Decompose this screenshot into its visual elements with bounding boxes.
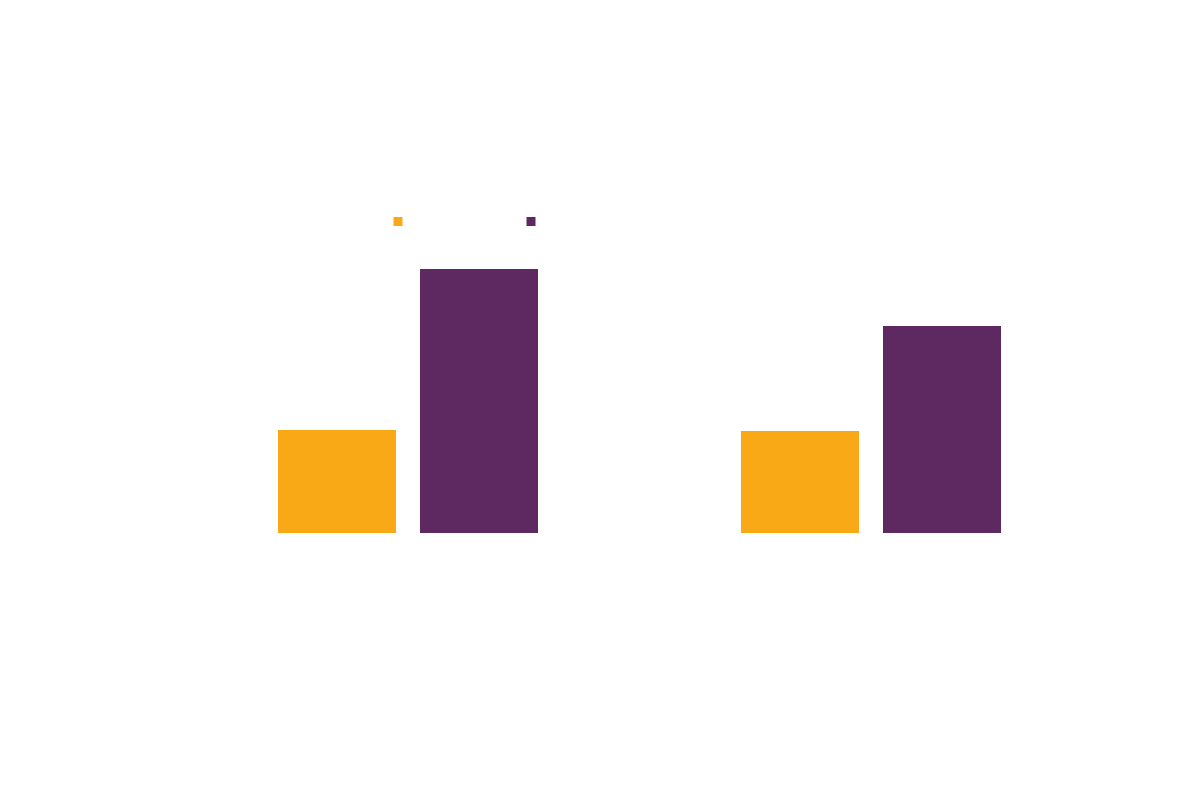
bar	[278, 430, 396, 533]
bar	[741, 431, 859, 533]
legend-swatch	[393, 217, 403, 226]
bar	[420, 269, 538, 533]
bar	[883, 326, 1001, 533]
legend-swatch	[526, 217, 536, 226]
